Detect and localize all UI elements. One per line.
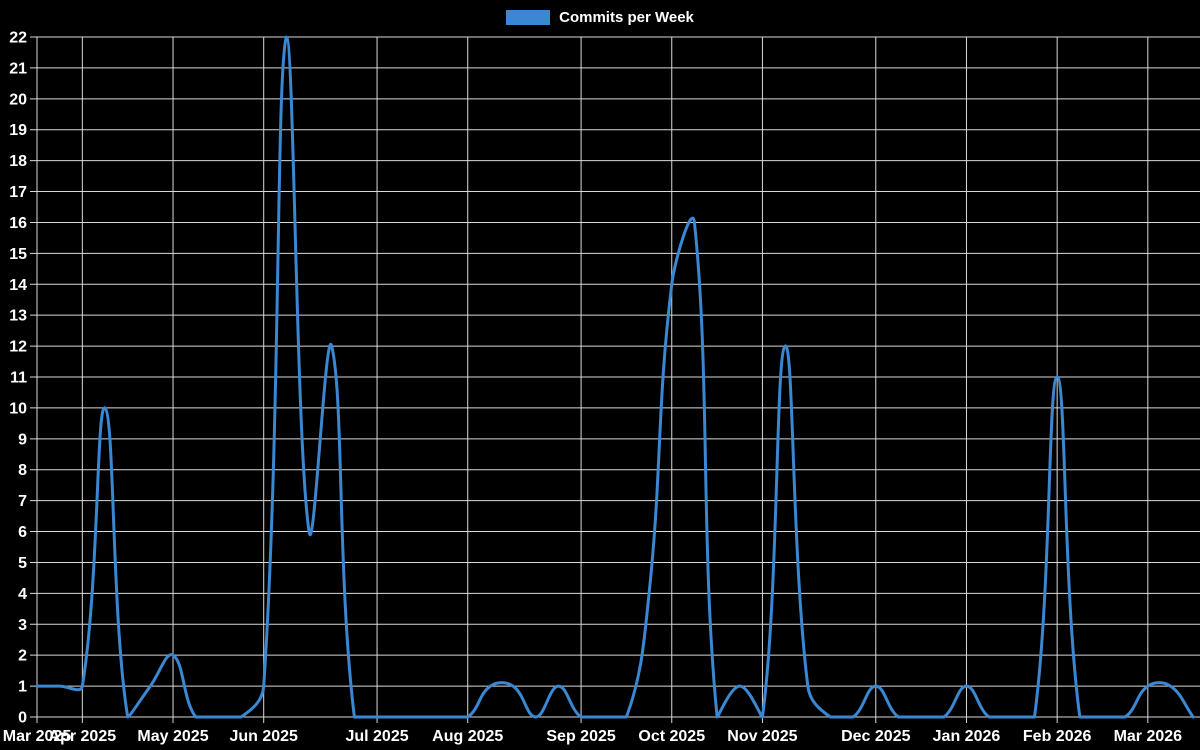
y-tick-label: 5 (18, 555, 27, 572)
y-tick-label: 13 (9, 308, 27, 325)
y-tick-label: 15 (9, 246, 27, 263)
x-tick-label: May 2025 (137, 728, 208, 745)
y-tick-label: 11 (10, 370, 27, 387)
x-tick-label: Nov 2025 (727, 728, 797, 745)
y-tick-label: 9 (18, 431, 27, 448)
x-tick-label: Sep 2025 (546, 728, 615, 745)
x-tick-label: Jan 2026 (933, 728, 1001, 745)
y-tick-label: 20 (9, 91, 27, 108)
commits-line-series (35, 35, 1195, 719)
y-tick-label: 21 (9, 60, 27, 77)
y-tick-label: 3 (18, 617, 27, 634)
y-tick-label: 1 (18, 679, 27, 696)
x-tick-label: Feb 2026 (1023, 728, 1092, 745)
y-tick-label: 8 (18, 462, 27, 479)
y-tick-label: 4 (18, 586, 27, 603)
x-tick-label: Mar 2025 (3, 728, 72, 745)
legend-color-swatch (506, 9, 551, 25)
y-tick-label: 10 (9, 400, 27, 417)
x-tick-label: Dec 2025 (841, 728, 910, 745)
chart-legend[interactable]: Commits per Week (0, 8, 1200, 26)
x-tick-label: Apr 2025 (49, 728, 117, 745)
y-tick-label: 2 (18, 648, 27, 665)
y-tick-label: 0 (18, 710, 27, 727)
x-tick-label: Jun 2025 (229, 728, 298, 745)
x-tick-label: Oct 2025 (638, 728, 705, 745)
y-tick-label: 7 (18, 493, 27, 510)
x-tick-label: Aug 2025 (432, 728, 503, 745)
y-tick-label: 12 (9, 339, 27, 356)
y-tick-label: 19 (9, 122, 27, 139)
x-tick-label: Jul 2025 (345, 728, 408, 745)
y-tick-label: 17 (9, 184, 27, 201)
y-tick-label: 18 (9, 153, 27, 170)
x-tick-label: Mar 2026 (1114, 728, 1183, 745)
y-tick-label: 6 (18, 524, 27, 541)
y-tick-label: 16 (9, 215, 27, 232)
y-tick-label: 22 (9, 30, 27, 47)
legend-label: Commits per Week (559, 8, 694, 26)
y-tick-label: 14 (9, 277, 27, 294)
